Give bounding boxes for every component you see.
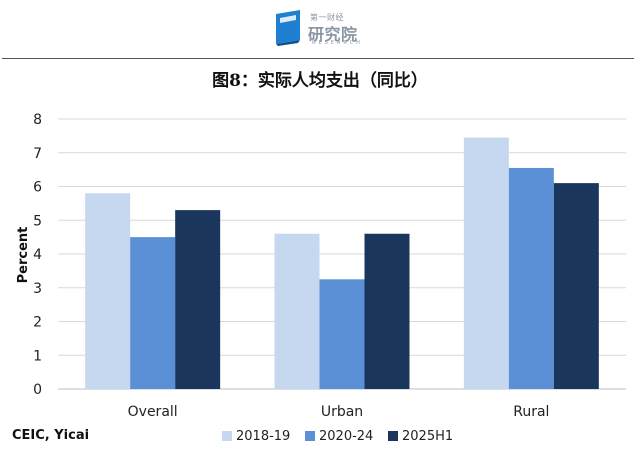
y-tick-label: 4 xyxy=(33,247,42,263)
x-tick-label: Overall xyxy=(128,404,178,420)
x-tick-label: Urban xyxy=(321,404,363,420)
y-tick-label: 7 xyxy=(33,146,42,162)
bar-overall-2025h1 xyxy=(175,210,221,389)
y-tick-label: 8 xyxy=(33,112,42,128)
bar-urban-2025h1 xyxy=(364,233,410,389)
header-divider xyxy=(2,58,634,59)
bar-rural-2025h1 xyxy=(553,183,599,389)
bar-overall-2018-19 xyxy=(85,193,131,389)
bar-rural-2020-24 xyxy=(508,167,554,389)
y-tick-label: 6 xyxy=(33,180,42,196)
source-note: CEIC, Yicai xyxy=(12,428,90,443)
logo-sub-text: RESEARCH xyxy=(312,40,363,46)
legend-label: 2025H1 xyxy=(402,428,454,444)
bar-rural-2018-19 xyxy=(463,137,509,389)
y-tick-label: 3 xyxy=(33,281,42,297)
logo-small-text: 第一财经 xyxy=(310,13,344,22)
bar-overall-2020-24 xyxy=(130,237,176,389)
bar-urban-2018-19 xyxy=(274,233,320,389)
header: 第一财经 研究院 RESEARCH xyxy=(0,0,640,58)
bar-urban-2020-24 xyxy=(319,279,365,389)
y-axis-ticks: 0 1 2 3 4 5 6 7 8 xyxy=(33,112,42,398)
x-axis-ticks: Overall Urban Rural xyxy=(128,404,550,420)
y-tick-label: 5 xyxy=(33,213,42,229)
legend-item-2025H1: 2025H1 xyxy=(388,426,453,446)
x-tick-label: Rural xyxy=(513,404,549,420)
logo-book-icon xyxy=(276,10,300,46)
y-tick-label: 0 xyxy=(33,382,42,398)
legend-swatch xyxy=(305,431,315,441)
logo-main-text: 研究院 xyxy=(308,25,358,44)
legend: 2018-19 2020-24 2025H1 xyxy=(0,426,640,446)
y-tick-label: 2 xyxy=(33,315,42,331)
y-tick-label: 1 xyxy=(33,348,42,364)
chart-title: 图8：实际人均支出（同比） xyxy=(212,71,428,91)
legend-swatch xyxy=(222,431,232,441)
legend-label: 2018-19 xyxy=(236,428,291,444)
legend-swatch xyxy=(388,431,398,441)
legend-item-2020-24: 2020-24 xyxy=(305,426,373,446)
y-axis-label: Percent xyxy=(16,227,31,284)
legend-item-2018-19: 2018-19 xyxy=(222,426,290,446)
bars xyxy=(85,137,599,389)
legend-label: 2020-24 xyxy=(319,428,374,444)
yicai-logo: 第一财经 研究院 RESEARCH xyxy=(272,8,372,50)
